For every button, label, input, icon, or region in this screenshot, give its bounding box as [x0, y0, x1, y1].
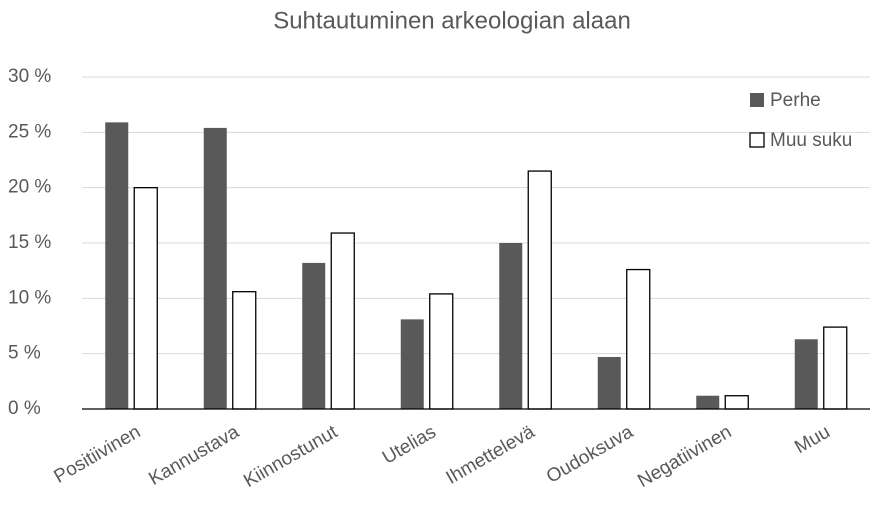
- y-tick-label: 15 %: [8, 232, 51, 253]
- y-tick-label: 0 %: [8, 398, 41, 419]
- legend-swatch: [749, 132, 765, 148]
- x-tick-label: Oudoksuva: [543, 421, 637, 487]
- legend-label: Perhe: [770, 90, 821, 111]
- x-tick-label: Positiivinen: [51, 421, 145, 487]
- x-tick-label: Kiinnostunut: [240, 421, 342, 492]
- bar: [330, 232, 355, 410]
- bar: [626, 268, 651, 410]
- x-tick-group: Positiivinen: [51, 421, 145, 487]
- bar: [232, 291, 257, 410]
- x-tick-label: Kannustava: [145, 421, 243, 490]
- y-tick-label: 10 %: [8, 287, 51, 308]
- bar: [499, 243, 523, 409]
- y-tick-label: 5 %: [8, 343, 41, 364]
- x-tick-group: Negatiivinen: [634, 421, 735, 491]
- chart-title: Suhtautuminen arkeologian alaan: [273, 7, 631, 34]
- bar: [105, 122, 129, 409]
- bar: [597, 356, 621, 409]
- bar: [823, 326, 848, 410]
- bar: [724, 395, 749, 410]
- x-tick-group: Oudoksuva: [543, 421, 637, 487]
- x-tick-label: Muu: [791, 421, 834, 458]
- x-tick-group: Kiinnostunut: [240, 421, 342, 492]
- legend-swatch: [750, 93, 764, 107]
- x-tick-group: Ihmettelevä: [443, 421, 539, 489]
- y-tick-label: 20 %: [8, 177, 51, 198]
- x-tick-group: Kannustava: [145, 421, 243, 490]
- x-tick-group: Muu: [791, 421, 834, 458]
- bar: [794, 339, 818, 409]
- x-tick-label: Ihmettelevä: [443, 421, 539, 489]
- bar: [696, 395, 720, 409]
- bar: [429, 293, 454, 410]
- bar: [302, 262, 326, 409]
- x-tick-group: Utelias: [379, 421, 440, 468]
- y-tick-label: 30 %: [8, 66, 51, 87]
- x-tick-label: Negatiivinen: [634, 421, 735, 491]
- bar: [203, 127, 227, 409]
- x-tick-label: Utelias: [379, 421, 440, 468]
- y-tick-label: 25 %: [8, 121, 51, 142]
- bar: [133, 187, 158, 410]
- bar: [400, 319, 424, 409]
- legend-label: Muu suku: [770, 130, 852, 151]
- bar: [527, 170, 552, 410]
